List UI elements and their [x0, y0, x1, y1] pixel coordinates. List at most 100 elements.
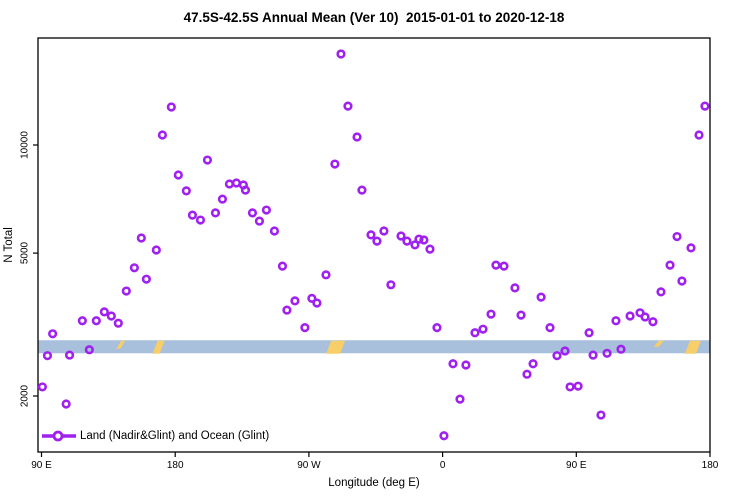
data-point [129, 263, 139, 273]
data-point [202, 155, 213, 165]
data-point [499, 261, 509, 271]
data-point [700, 101, 710, 111]
band-slash-mark [684, 340, 701, 354]
data-point [77, 316, 87, 326]
data-point [677, 276, 687, 286]
data-point [672, 231, 682, 242]
data-point [516, 310, 526, 320]
data-point [357, 185, 367, 195]
data-point [91, 316, 101, 326]
x-tick-label: 90 W [297, 460, 321, 471]
y-tick-label: 2000 [19, 384, 31, 408]
band-slash-mark [152, 340, 165, 354]
data-point [439, 431, 449, 441]
band-slash-mark [653, 340, 664, 347]
data-point [379, 226, 389, 236]
data-point [113, 318, 123, 328]
x-tick-label: 180 [701, 460, 719, 471]
chart-title: 47.5S-42.5S Annual Mean (Ver 10) 2015-01… [183, 10, 565, 25]
data-point [151, 245, 161, 255]
data-point [616, 344, 626, 354]
y-tick-label: 5000 [19, 241, 31, 265]
data-point [330, 159, 340, 169]
data-point [166, 102, 176, 112]
data-point [141, 274, 151, 284]
data-point [536, 292, 546, 302]
data-point [173, 170, 183, 180]
data-point [224, 179, 235, 189]
data-point [48, 329, 58, 339]
data-point [648, 317, 658, 327]
data-point [584, 328, 594, 338]
data-point [99, 307, 109, 317]
data-point [187, 210, 198, 220]
data-point [366, 230, 376, 240]
data-point [136, 233, 146, 243]
data-point [455, 394, 465, 404]
data-point [588, 350, 598, 360]
data-point [510, 283, 520, 293]
data-point [247, 208, 258, 218]
data-point [372, 236, 382, 246]
data-point [300, 323, 310, 333]
data-point [64, 350, 75, 360]
plot-frame [37, 37, 711, 453]
data-point [665, 260, 675, 270]
reference-band [38, 340, 710, 354]
data-point [552, 351, 562, 361]
data-point [106, 311, 116, 321]
data-point [277, 261, 288, 271]
data-point [486, 309, 496, 319]
data-point [625, 311, 635, 321]
data-point [602, 348, 612, 358]
data-point [195, 215, 206, 225]
data-point [686, 243, 696, 253]
data-point [386, 280, 396, 290]
data-point [522, 369, 532, 379]
data-point [656, 287, 666, 297]
data-point [461, 360, 471, 370]
data-point [560, 346, 570, 356]
data-point [448, 359, 458, 369]
x-axis-title: Longitude (deg E) [328, 477, 420, 489]
data-point [312, 298, 322, 308]
data-point [410, 240, 420, 250]
legend-label: Land (Nadir&Glint) and Ocean (Glint) [80, 430, 270, 442]
data-point [254, 216, 265, 226]
data-point [545, 323, 555, 333]
data-point [269, 226, 280, 236]
data-point [290, 296, 300, 306]
data-point [240, 185, 251, 195]
data-point [321, 270, 331, 280]
data-point [210, 208, 221, 218]
data-point [425, 244, 435, 254]
data-point [282, 305, 292, 315]
data-point [121, 286, 131, 296]
data-point [181, 186, 191, 196]
data-point [491, 260, 501, 270]
data-point [343, 101, 353, 111]
data-point [261, 205, 272, 215]
data-point [414, 234, 424, 244]
x-tick-label: 90 E [31, 460, 52, 471]
data-point [528, 359, 538, 369]
data-point [61, 399, 71, 409]
data-point [217, 194, 228, 204]
band-slash-mark [326, 340, 346, 354]
x-tick-label: 180 [166, 460, 184, 471]
x-tick-label: 90 E [566, 460, 587, 471]
data-point [84, 345, 94, 355]
data-point [565, 382, 575, 392]
band-slash-mark [116, 340, 126, 349]
data-point [419, 235, 429, 245]
data-point [336, 49, 346, 59]
legend-marker-icon [52, 430, 64, 442]
data-point [157, 130, 168, 140]
data-point [640, 312, 650, 322]
data-point [573, 381, 583, 391]
data-point [231, 178, 242, 188]
data-point [470, 328, 480, 338]
y-tick-label: 10000 [19, 131, 31, 159]
